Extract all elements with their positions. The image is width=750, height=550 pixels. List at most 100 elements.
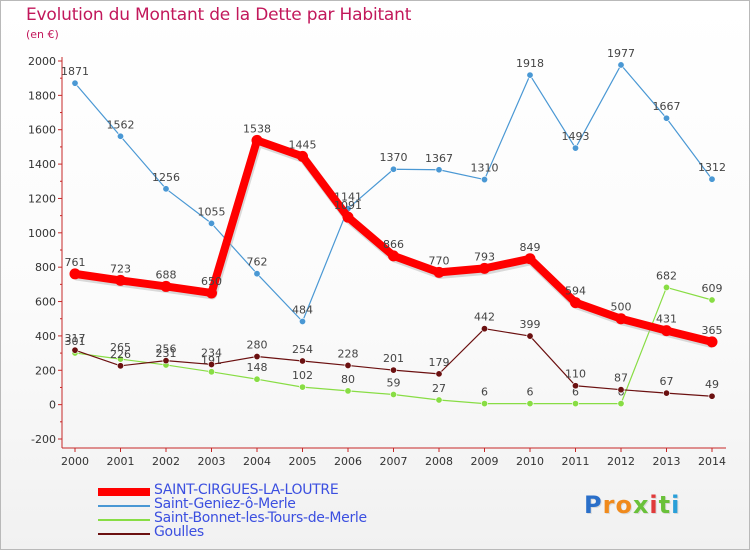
data-label: 1538 [243, 122, 271, 135]
logo-letter: P [584, 491, 603, 519]
data-label: 6 [527, 386, 534, 399]
data-point [526, 400, 534, 408]
y-tick-label: 600 [35, 296, 56, 309]
logo-letter: t [658, 491, 672, 519]
data-point [662, 283, 670, 291]
legend-swatch [98, 533, 150, 535]
data-label: 1091 [334, 199, 362, 212]
data-point [342, 211, 354, 223]
data-point [117, 362, 125, 370]
data-label: 317 [65, 332, 86, 345]
y-tick-label: 2000 [28, 55, 56, 68]
data-point [389, 390, 397, 398]
data-label: 1977 [607, 47, 635, 60]
data-label: 1918 [516, 57, 544, 70]
data-label: 1871 [61, 65, 89, 78]
data-point [115, 274, 126, 286]
data-label: 1141 [334, 191, 362, 204]
x-tick-label: 2008 [425, 455, 453, 468]
data-label: 723 [110, 262, 131, 275]
axes: -200 0 200 400 600 800 1000 1200 1400 1600 1800 200… [28, 55, 726, 468]
data-label: 1055 [198, 205, 226, 218]
data-point [388, 250, 399, 262]
data-point [435, 166, 443, 174]
x-tick-label: 2000 [61, 455, 89, 468]
data-point [526, 332, 534, 340]
data-label: 849 [520, 241, 541, 254]
data-label: 866 [383, 238, 404, 251]
data-point [162, 357, 170, 365]
data-point [298, 383, 306, 391]
data-point [389, 165, 397, 173]
x-tick-label: 2007 [380, 455, 408, 468]
data-label: 179 [429, 356, 450, 369]
data-point [524, 253, 536, 265]
data-label: 254 [292, 343, 313, 356]
data-label: 110 [565, 368, 586, 381]
data-point [117, 355, 125, 363]
data-label: 80 [341, 373, 355, 386]
data-label: 1256 [152, 171, 180, 184]
data-point [708, 392, 716, 400]
data-label: 228 [338, 347, 359, 360]
x-tick-label: 2004 [243, 455, 271, 468]
data-point [298, 357, 306, 365]
data-point [571, 400, 579, 408]
y-tick-label: 200 [35, 364, 56, 377]
data-label: 365 [702, 324, 723, 337]
data-label: 762 [247, 256, 268, 269]
data-point [206, 287, 217, 299]
data-point [571, 144, 579, 152]
data-label: 1370 [380, 151, 408, 164]
x-tick-label: 2005 [289, 455, 317, 468]
data-label: 1493 [562, 130, 590, 143]
x-tick-label: 2002 [152, 455, 180, 468]
data-label: 27 [432, 382, 446, 395]
logo-letter: i [671, 491, 681, 519]
data-point [479, 262, 490, 274]
x-tick-label: 2009 [471, 455, 499, 468]
data-label: 650 [201, 275, 222, 288]
data-label: 265 [110, 341, 131, 354]
data-label: 6 [572, 386, 579, 399]
data-point [617, 400, 625, 408]
x-tick-label: 2001 [107, 455, 135, 468]
data-point [71, 346, 79, 354]
data-point [251, 134, 263, 146]
data-point [117, 132, 125, 140]
data-label: 256 [156, 343, 177, 356]
data-label: 1562 [107, 118, 135, 131]
data-point [571, 382, 579, 390]
data-point [69, 268, 81, 280]
series-saint-bonnet-les-tours-de-merle: 3012652311911481028059276666682609 [65, 269, 723, 408]
data-point [570, 297, 581, 309]
x-tick-label: 2013 [653, 455, 681, 468]
y-tick-label: 400 [35, 330, 56, 343]
data-label: 67 [660, 375, 674, 388]
data-point [526, 71, 534, 79]
series-saint-cirgues-la-loutre: 761 723 688 650 1538 1445 1091 866 770 793 849 594 5… [65, 122, 723, 349]
data-label: 201 [383, 352, 404, 365]
data-point [708, 175, 716, 183]
y-tick-label: 1400 [28, 158, 56, 171]
data-point [389, 366, 397, 374]
logo-letter: r [602, 491, 616, 519]
data-point [253, 270, 261, 278]
data-label: 231 [156, 347, 177, 360]
data-point [253, 353, 261, 361]
data-point [344, 387, 352, 395]
data-point [297, 150, 308, 162]
data-point [662, 114, 670, 122]
y-tick-label: 0 [49, 399, 56, 412]
data-point [208, 219, 216, 227]
legend-swatch [98, 488, 150, 496]
data-label: 234 [201, 346, 222, 359]
x-tick-label: 2006 [334, 455, 362, 468]
y-tick-label: 1000 [28, 227, 56, 240]
data-point [298, 317, 306, 325]
y-tick-label: 1600 [28, 124, 56, 137]
chart-subtitle: (en €) [26, 28, 59, 41]
legend-swatch [98, 505, 150, 507]
legend-label: SAINT-CIRGUES-LA-LOUTRE [154, 482, 339, 498]
